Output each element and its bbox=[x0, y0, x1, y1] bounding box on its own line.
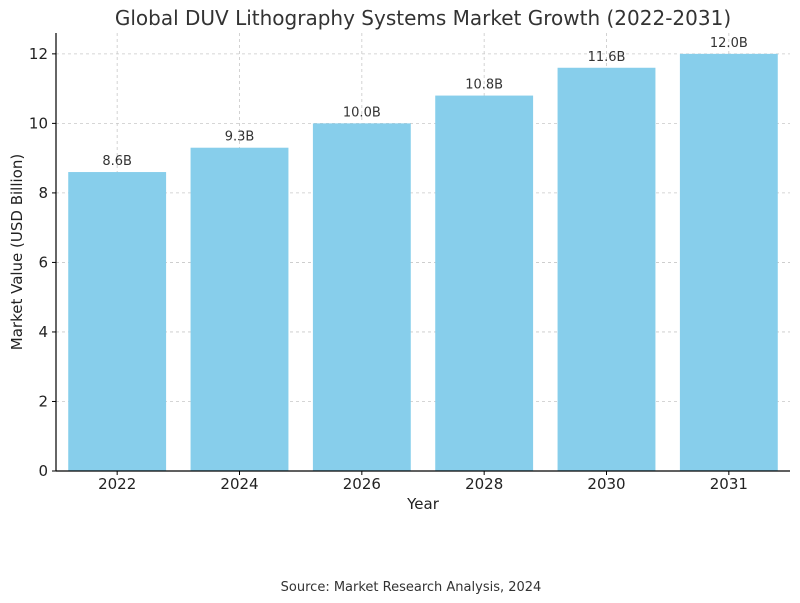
source-note: Source: Market Research Analysis, 2024 bbox=[281, 580, 542, 595]
x-tick-label: 2026 bbox=[343, 475, 381, 493]
bars bbox=[68, 53, 778, 472]
x-axis-label: Year bbox=[406, 495, 440, 513]
bar-2024 bbox=[190, 147, 289, 471]
y-tick-label: 12 bbox=[29, 45, 48, 63]
data-label-2022: 8.6B bbox=[102, 154, 132, 169]
data-label-2024: 9.3B bbox=[225, 130, 255, 145]
data-label-2028: 10.8B bbox=[465, 78, 503, 93]
y-tick-label: 8 bbox=[38, 184, 48, 202]
bar-2028 bbox=[435, 95, 534, 472]
data-labels: 8.6B 9.3B 10.0B 10.8B 11.6B 12.0B bbox=[102, 36, 747, 169]
bar-2030 bbox=[557, 67, 656, 471]
bar-2031 bbox=[679, 53, 778, 471]
x-tick-label: 2028 bbox=[465, 475, 503, 493]
chart-title: Global DUV Lithography Systems Market Gr… bbox=[115, 6, 731, 30]
axes: 0 2 4 6 8 10 12 2022 2024 2026 2028 2030 2031 bbox=[29, 33, 790, 493]
x-tick-label: 2030 bbox=[587, 475, 625, 493]
y-axis-label: Market Value (USD Billion) bbox=[8, 154, 26, 350]
y-tick-label: 0 bbox=[38, 462, 48, 480]
x-tick-label: 2024 bbox=[220, 475, 258, 493]
bar-2026 bbox=[312, 123, 411, 471]
bar-2022 bbox=[68, 172, 167, 472]
y-tick-label: 10 bbox=[29, 114, 48, 132]
y-tick-label: 4 bbox=[38, 323, 48, 341]
x-tick-label: 2022 bbox=[98, 475, 136, 493]
y-tick-label: 2 bbox=[38, 392, 48, 410]
x-tick-label: 2031 bbox=[710, 475, 748, 493]
data-label-2031: 12.0B bbox=[710, 36, 748, 51]
y-tick-label: 6 bbox=[38, 253, 48, 271]
data-label-2026: 10.0B bbox=[343, 105, 381, 120]
data-label-2030: 11.6B bbox=[588, 50, 626, 65]
